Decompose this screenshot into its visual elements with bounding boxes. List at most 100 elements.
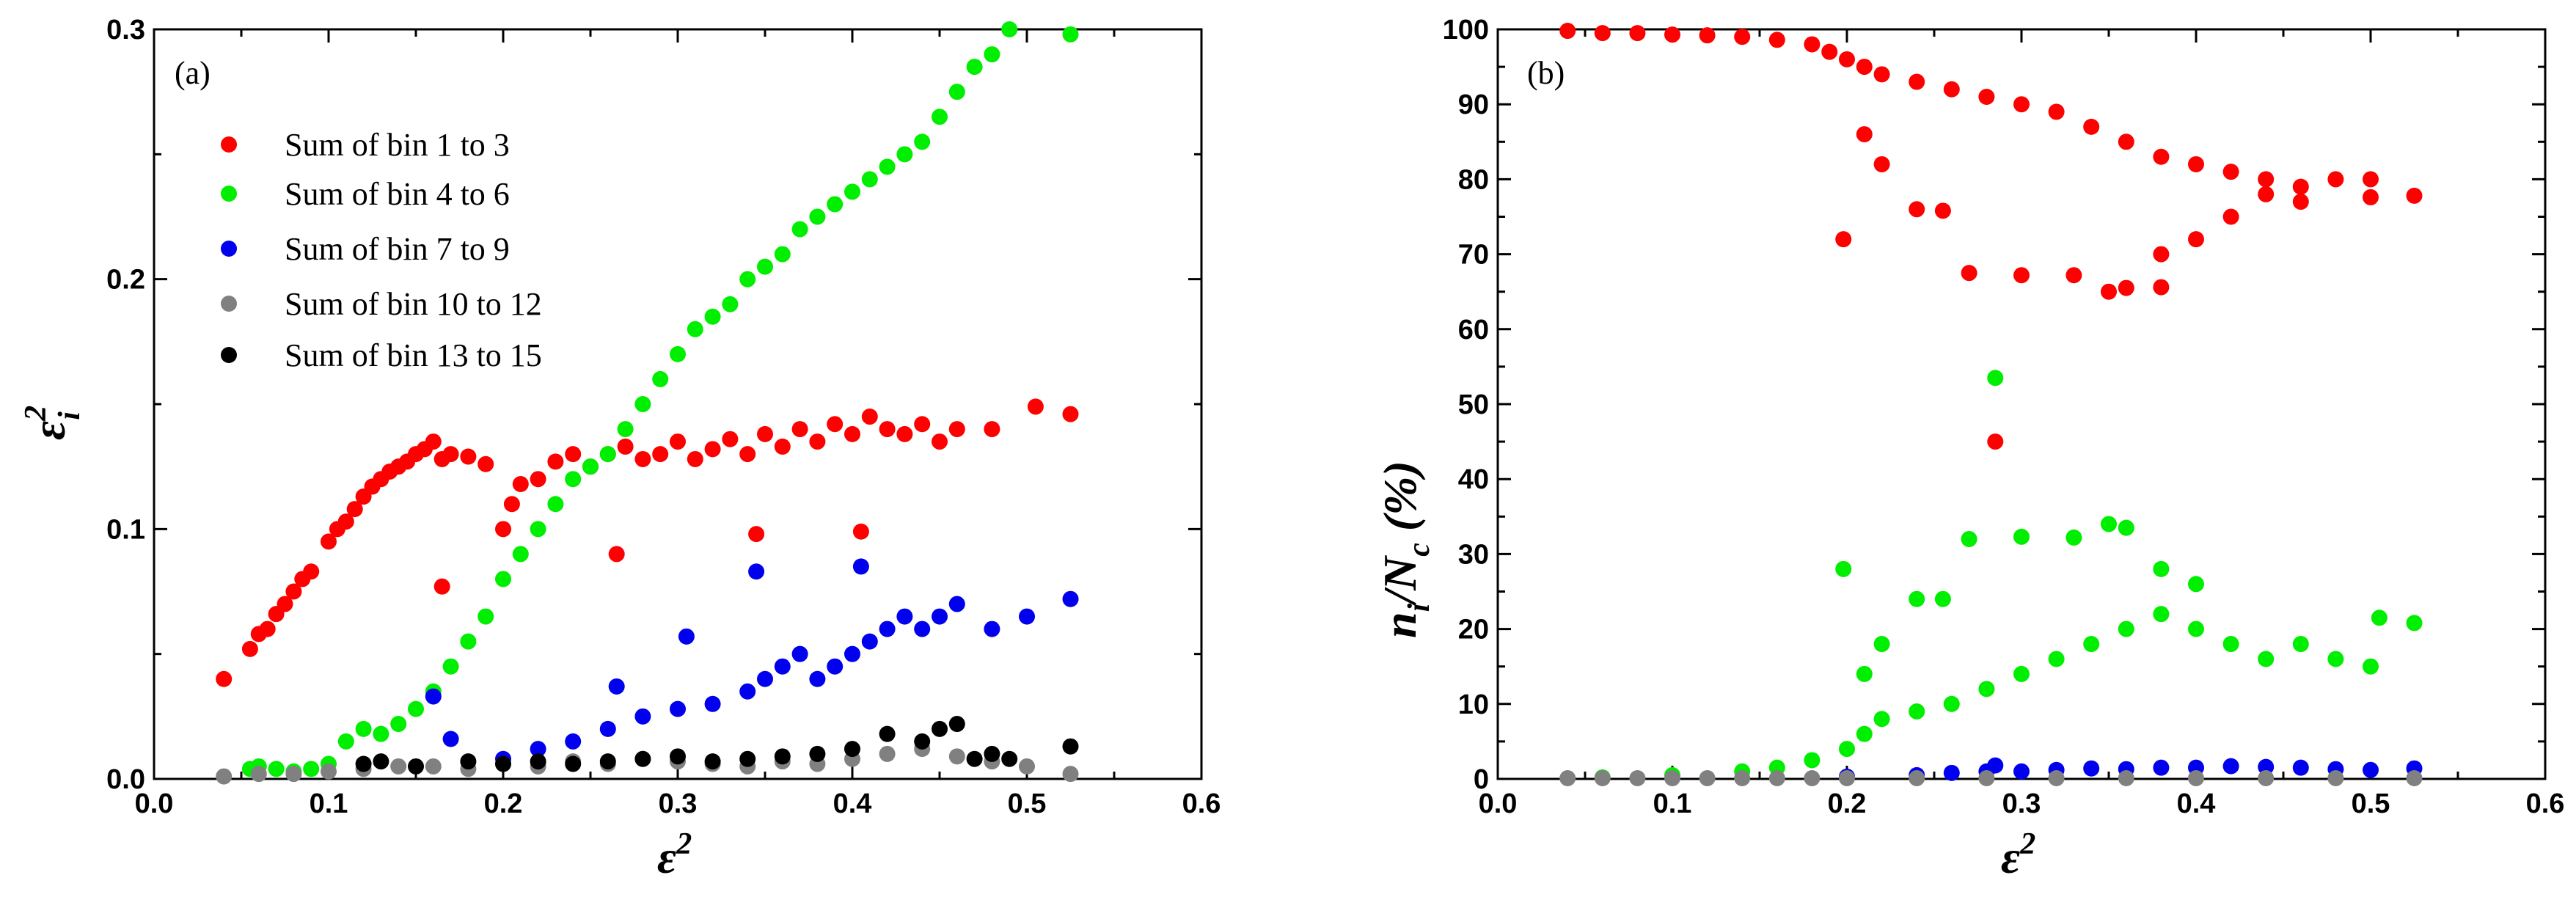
point-b-s0-28 bbox=[1873, 155, 1890, 172]
point-b-s0-13 bbox=[1943, 81, 1960, 98]
point-a-s0-53 bbox=[879, 421, 896, 438]
point-b-s0-34 bbox=[2101, 283, 2117, 300]
point-a-s0-8 bbox=[303, 563, 320, 580]
point-a-s1-30 bbox=[757, 258, 773, 275]
point-b-s1-22 bbox=[1835, 560, 1852, 577]
point-a-s1-35 bbox=[844, 183, 860, 200]
y-tick-label-b-10: 100 bbox=[1443, 15, 1489, 45]
point-a-s2-20 bbox=[861, 633, 878, 650]
point-b-s1-30 bbox=[2101, 516, 2117, 532]
point-b-s0-7 bbox=[1804, 36, 1821, 53]
y-tick-label-b-9: 90 bbox=[1458, 89, 1489, 120]
point-a-s1-37 bbox=[879, 158, 896, 175]
legend-label-a-2: Sum of bin 7 to 9 bbox=[285, 231, 510, 267]
legend-marker-a-1 bbox=[221, 186, 237, 202]
point-a-s0-9 bbox=[321, 533, 337, 550]
point-a-s0-26 bbox=[433, 578, 450, 595]
point-a-s2-13 bbox=[757, 670, 773, 687]
point-b-s0-32 bbox=[2013, 267, 2030, 284]
x-tick-label-a-6: 0.6 bbox=[1182, 788, 1221, 819]
x-axis-title-a-base: ε bbox=[657, 831, 676, 883]
point-a-s4-14 bbox=[844, 741, 860, 758]
point-a-s4-3 bbox=[460, 753, 477, 770]
point-b-s0-33 bbox=[2065, 267, 2082, 284]
point-a-s2-10 bbox=[704, 695, 721, 712]
point-b-s0-2 bbox=[1629, 25, 1646, 42]
point-a-s2-26 bbox=[984, 620, 1000, 637]
point-b-s0-42 bbox=[2363, 188, 2379, 205]
y-tick-label-b-3: 30 bbox=[1458, 539, 1489, 570]
point-b-s1-6 bbox=[1856, 725, 1873, 742]
y-axis-title-b-n: n bbox=[1374, 612, 1426, 638]
point-a-s3-6 bbox=[425, 758, 442, 775]
point-b-s1-34 bbox=[1987, 370, 2004, 387]
x-axis-title-b-base: ε bbox=[2001, 831, 2020, 883]
point-a-s0-41 bbox=[704, 441, 721, 458]
point-b-s0-38 bbox=[2188, 231, 2204, 248]
point-a-s0-6 bbox=[285, 583, 302, 600]
point-b-s3-4 bbox=[1699, 769, 1716, 786]
point-a-s0-47 bbox=[791, 421, 808, 438]
point-b-s1-19 bbox=[2292, 636, 2309, 653]
point-a-s4-20 bbox=[984, 745, 1000, 762]
point-a-s0-44 bbox=[748, 526, 765, 543]
point-b-s3-7 bbox=[1804, 769, 1821, 786]
y-axis-title-b-c: c bbox=[1402, 543, 1436, 557]
point-b-s2-5 bbox=[2013, 763, 2030, 780]
point-a-s0-36 bbox=[617, 438, 634, 455]
y-axis-title-b: ni/Nc (%) bbox=[1374, 461, 1436, 638]
point-a-s1-10 bbox=[408, 700, 424, 717]
x-tick-label-b-1: 0.1 bbox=[1653, 788, 1692, 819]
point-a-s2-15 bbox=[791, 645, 808, 662]
point-b-s1-15 bbox=[2153, 606, 2170, 623]
y-tick-label-a-3: 0.3 bbox=[106, 15, 145, 45]
point-a-s4-0 bbox=[355, 755, 372, 772]
point-a-s1-6 bbox=[337, 733, 354, 750]
point-a-s2-4 bbox=[565, 733, 582, 750]
point-a-s0-0 bbox=[216, 670, 233, 687]
point-a-s0-48 bbox=[809, 433, 826, 450]
point-a-s2-27 bbox=[1019, 608, 1035, 625]
point-a-s1-16 bbox=[512, 546, 529, 563]
point-a-s0-24 bbox=[460, 448, 477, 465]
point-b-s0-39 bbox=[2222, 208, 2239, 225]
point-a-s1-14 bbox=[477, 608, 494, 625]
point-b-s0-40 bbox=[2258, 186, 2275, 202]
point-a-s4-18 bbox=[948, 716, 965, 733]
point-a-s4-11 bbox=[739, 750, 756, 767]
point-b-s3-8 bbox=[1839, 769, 1855, 786]
point-b-s3-14 bbox=[2258, 769, 2275, 786]
y-tick-label-b-1: 10 bbox=[1458, 689, 1489, 720]
point-b-s0-36 bbox=[2153, 279, 2170, 296]
point-a-s3-19 bbox=[879, 745, 896, 762]
point-a-s3-1 bbox=[250, 766, 267, 783]
point-a-s2-0 bbox=[425, 688, 442, 705]
x-tick-label-b-2: 0.2 bbox=[1828, 788, 1867, 819]
legend-label-a-0: Sum of bin 1 to 3 bbox=[285, 127, 510, 163]
point-a-s0-23 bbox=[442, 446, 459, 463]
point-b-s2-4 bbox=[1987, 757, 2004, 774]
point-a-s0-52 bbox=[861, 409, 878, 425]
point-a-s0-46 bbox=[774, 438, 791, 455]
point-b-s3-5 bbox=[1734, 769, 1751, 786]
point-b-s2-2 bbox=[1943, 764, 1960, 781]
panel-b: 0.0 0.1 0.2 0.3 0.4 0.5 0.6 0 10 20 30 40 50 60 70 80 90… bbox=[1374, 15, 2564, 883]
point-a-s0-11 bbox=[337, 513, 354, 530]
point-a-s1-9 bbox=[390, 716, 407, 733]
legend-marker-a-3 bbox=[221, 296, 237, 312]
point-b-s1-16 bbox=[2188, 620, 2204, 637]
point-a-s2-17 bbox=[827, 658, 844, 675]
point-a-s4-7 bbox=[599, 753, 616, 770]
point-b-s0-19 bbox=[2153, 148, 2170, 165]
point-a-s1-29 bbox=[739, 271, 756, 288]
y-axis-title-b-i: i bbox=[1402, 603, 1436, 612]
y-tick-label-b-6: 60 bbox=[1458, 315, 1489, 345]
point-a-s0-29 bbox=[512, 476, 529, 493]
point-b-s1-32 bbox=[2153, 560, 2170, 577]
point-a-s1-18 bbox=[547, 496, 564, 513]
point-a-s0-27 bbox=[495, 521, 511, 538]
point-b-s0-15 bbox=[2013, 96, 2030, 113]
point-a-s1-7 bbox=[355, 720, 372, 737]
point-a-s1-42 bbox=[966, 59, 983, 76]
point-a-s0-5 bbox=[277, 596, 293, 612]
